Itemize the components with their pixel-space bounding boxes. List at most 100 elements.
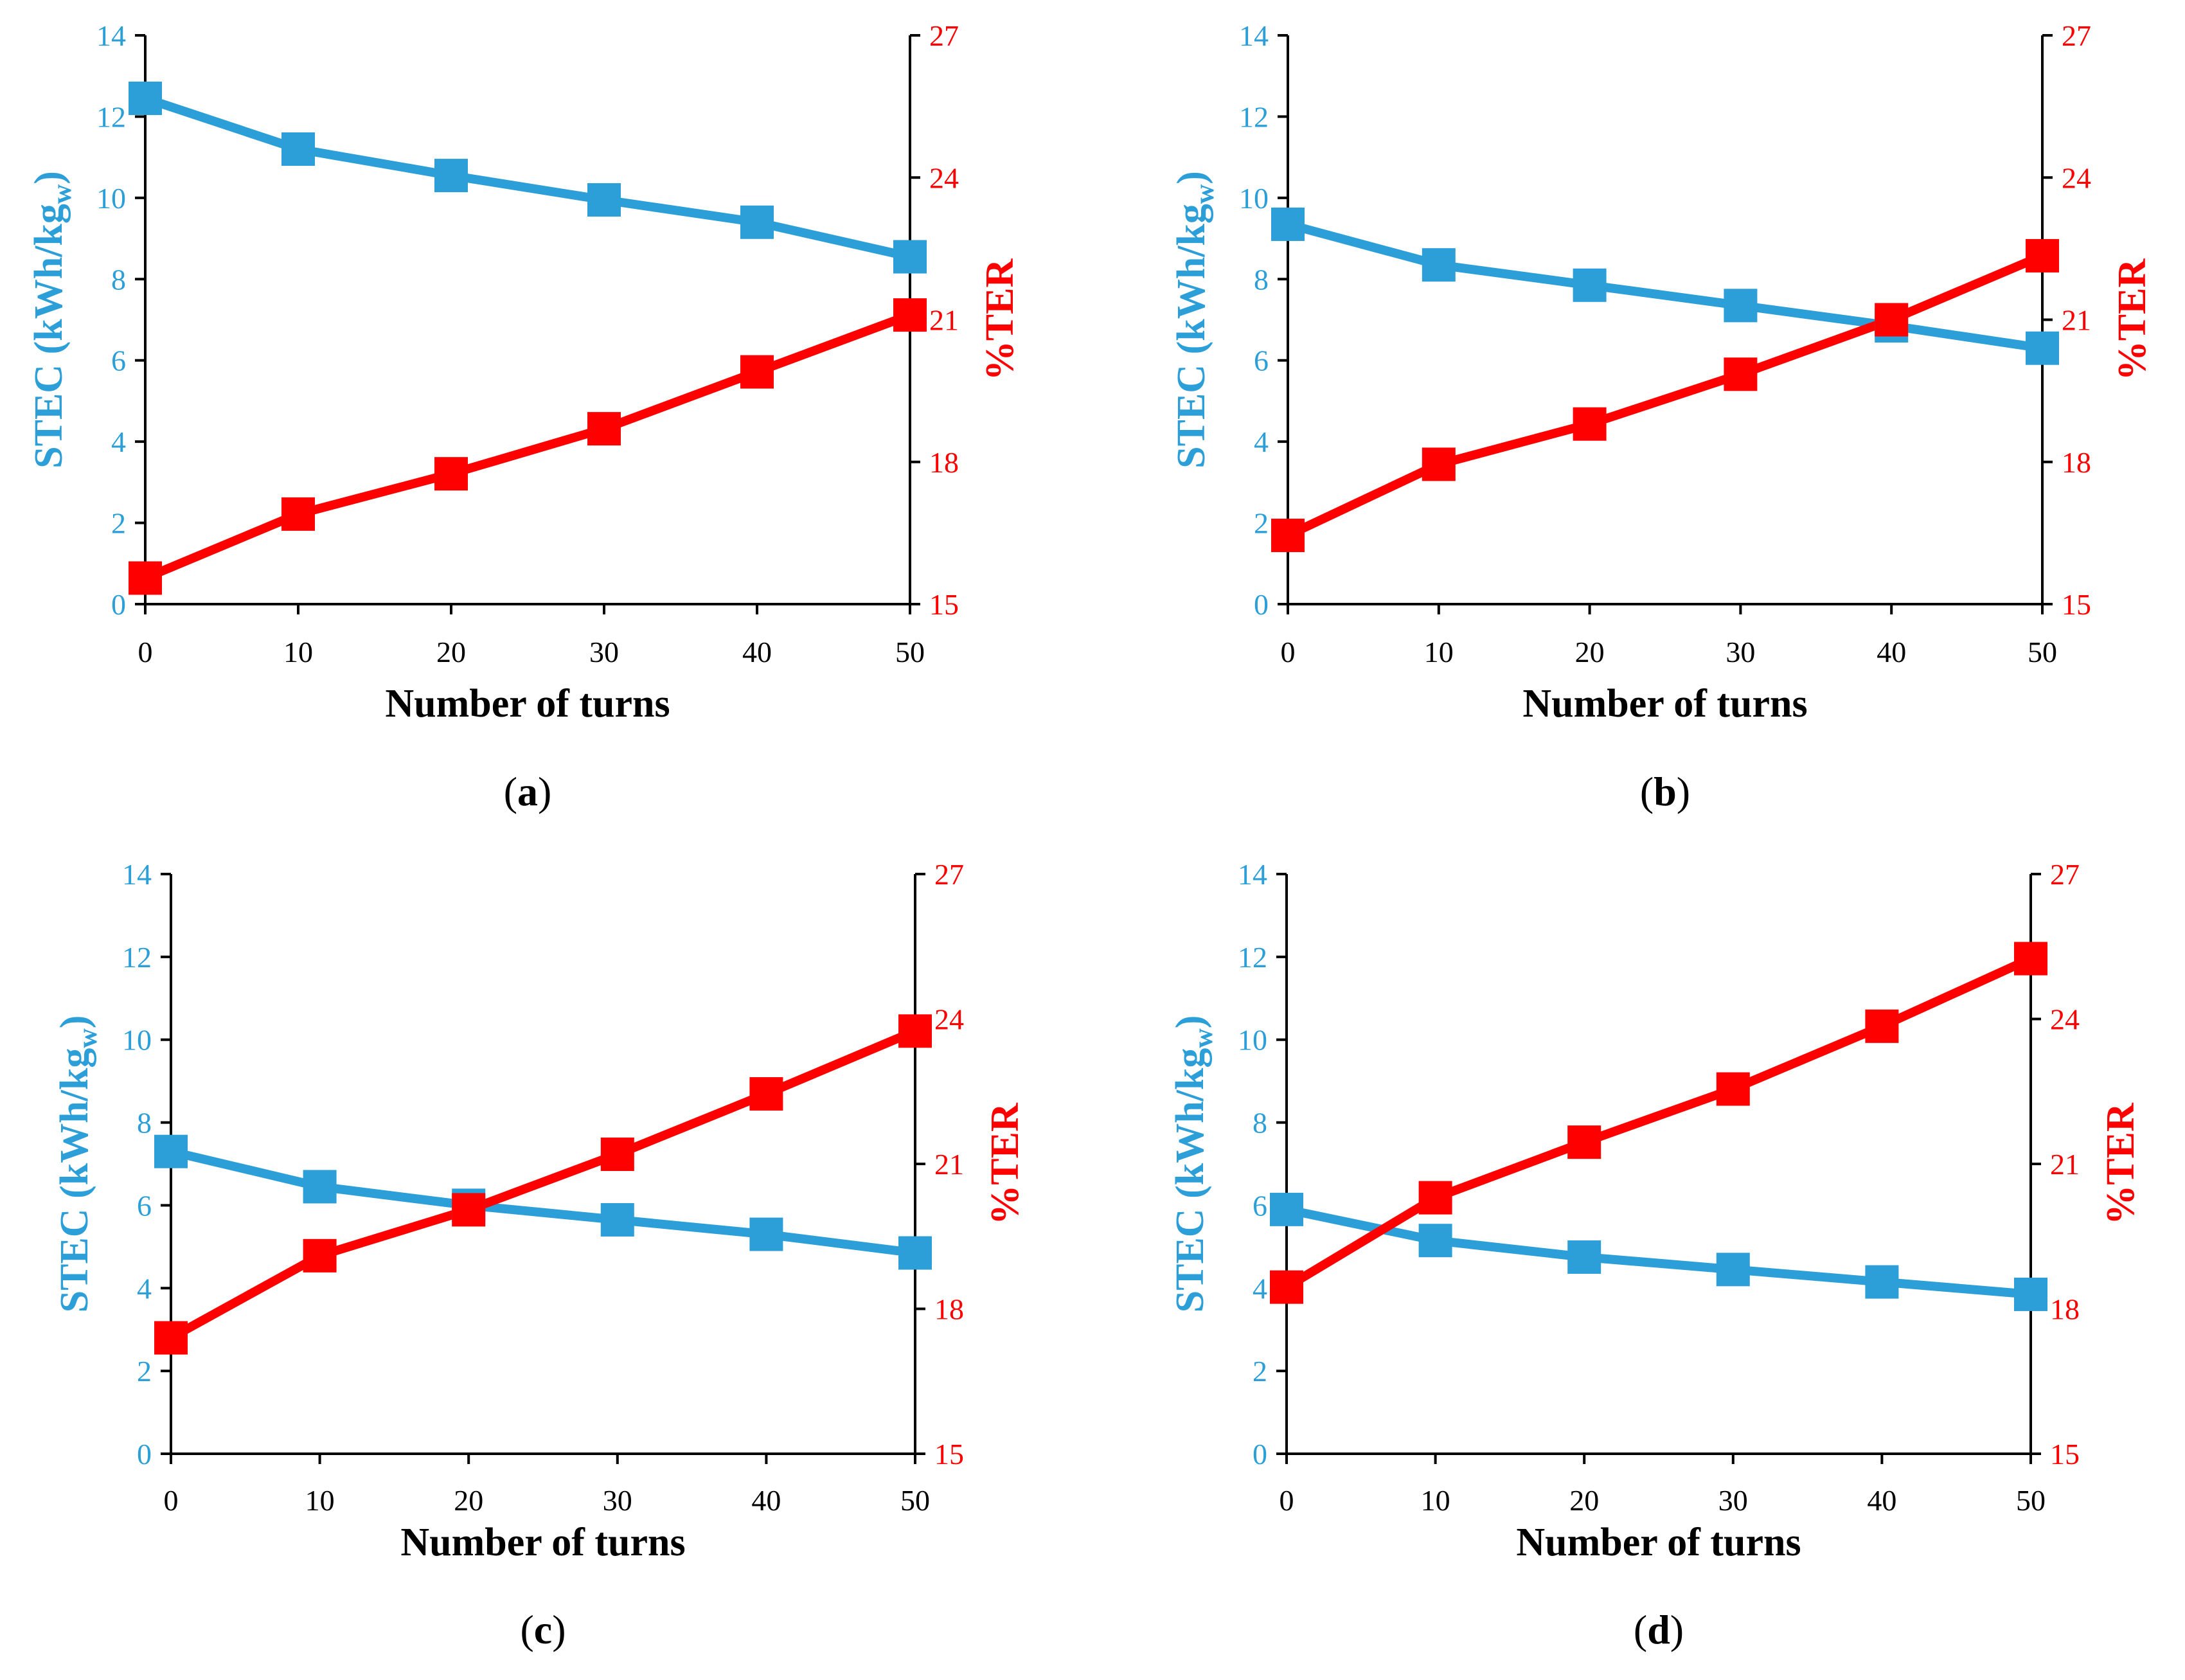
left-y-tick-label: 0 [1253, 1438, 1267, 1470]
right-y-tick-label: 27 [2062, 19, 2091, 52]
ter-series-point [1422, 447, 1456, 481]
left-y-tick-label: 2 [1253, 1355, 1267, 1388]
left-y-tick-label: 6 [137, 1189, 152, 1222]
stec-series-line [141, 93, 914, 262]
right-y-tick-label: 15 [2050, 1438, 2080, 1470]
x-tick-label: 10 [283, 636, 313, 668]
left-y-tick-label: 8 [1253, 1107, 1267, 1139]
right-y-tick-label: 27 [2050, 858, 2080, 891]
left-y-tick-label: 0 [137, 1438, 152, 1470]
right-y-tick-label: 18 [2062, 446, 2091, 479]
x-axis-title: Number of turns [400, 1521, 685, 1564]
left-y-axis-title: STEC (kWh/kgw) [1168, 1015, 1218, 1313]
right-y-axis-title: %TER [978, 258, 1022, 381]
ter-series-point [600, 1137, 634, 1171]
ter-series-point [1271, 519, 1305, 553]
ter-series-point [154, 1321, 188, 1355]
right-y-axis-title: %TER [2099, 1102, 2143, 1225]
x-axis-title: Number of turns [1522, 682, 1807, 726]
stec-series-line [1282, 1204, 2035, 1299]
ter-series-point [893, 298, 927, 332]
right-y-tick-label: 27 [934, 858, 964, 891]
x-tick-label: 0 [164, 1484, 179, 1517]
stec-series-point [129, 81, 162, 115]
ter-series-point [452, 1193, 486, 1227]
left-y-tick-label: 10 [96, 182, 126, 215]
left-y-tick-label: 2 [1254, 507, 1269, 540]
stec-series-point [434, 159, 468, 193]
stec-series-point [2026, 331, 2059, 365]
ter-series-point [1418, 1181, 1452, 1215]
stec-series-point [303, 1170, 337, 1204]
right-y-tick-label: 21 [2062, 304, 2091, 337]
right-y-tick-label: 24 [2050, 1003, 2080, 1036]
stec-series-point [1418, 1224, 1452, 1258]
ter-series-point [740, 355, 774, 389]
ter-series-point [1875, 303, 1909, 337]
ter-series-point [2026, 238, 2059, 273]
ter-series-point [898, 1014, 932, 1048]
stec-series-point [1724, 289, 1758, 323]
x-axis-title: Number of turns [1516, 1521, 1801, 1564]
stec-series-point [1271, 207, 1305, 241]
right-y-tick-label: 21 [2050, 1148, 2080, 1181]
x-tick-label: 30 [589, 636, 619, 668]
left-y-tick-label: 8 [1254, 263, 1269, 296]
x-tick-label: 0 [1280, 1484, 1294, 1517]
stec-series-line [1283, 219, 2047, 353]
ter-series-point [129, 561, 162, 595]
left-y-tick-label: 12 [122, 941, 152, 974]
ter-series-line [141, 310, 914, 583]
x-tick-label: 10 [1421, 1484, 1450, 1517]
left-y-tick-label: 12 [1239, 100, 1269, 133]
ter-series-point [587, 412, 621, 446]
right-y-tick-label: 24 [934, 1003, 964, 1036]
ter-series-point [281, 497, 315, 531]
stec-series-point [1270, 1192, 1303, 1226]
stec-series-point [600, 1202, 634, 1237]
left-y-tick-label: 4 [1253, 1272, 1267, 1305]
left-y-tick-label: 4 [137, 1272, 152, 1305]
stec-series-point [1865, 1265, 1899, 1299]
right-y-tick-label: 21 [929, 304, 959, 337]
x-tick-label: 30 [1726, 636, 1755, 668]
stec-series-point [1422, 248, 1456, 282]
left-y-tick-label: 10 [1239, 182, 1269, 215]
panel-label: (b) [1640, 769, 1690, 814]
x-tick-label: 20 [454, 1484, 483, 1517]
right-y-tick-label: 27 [929, 19, 959, 52]
left-y-tick-label: 8 [111, 263, 126, 296]
left-y-tick-label: 4 [111, 425, 126, 458]
left-y-axis-title: STEC (kWh/kgw) [27, 171, 77, 469]
right-y-tick-label: 18 [2050, 1293, 2080, 1326]
right-y-tick-label: 18 [929, 446, 959, 479]
right-y-axis-title: %TER [2110, 258, 2154, 381]
x-axis-title: Number of turns [385, 682, 670, 726]
left-y-tick-label: 8 [137, 1107, 152, 1139]
left-y-tick-label: 14 [1238, 858, 1267, 891]
ter-series-line [1282, 954, 2035, 1292]
right-y-tick-label: 15 [2062, 588, 2091, 621]
left-y-axis-title: STEC (kWh/kgw) [1170, 171, 1220, 469]
left-y-tick-label: 2 [111, 507, 126, 540]
x-tick-label: 0 [138, 636, 153, 668]
right-y-tick-label: 24 [2062, 161, 2091, 194]
x-tick-label: 30 [603, 1484, 632, 1517]
stec-series-point [154, 1134, 188, 1168]
left-y-tick-label: 14 [122, 858, 152, 891]
left-y-axis-title: STEC (kWh/kgw) [53, 1015, 103, 1313]
stec-series-point [1567, 1240, 1601, 1274]
stec-series-point [898, 1236, 932, 1270]
left-y-tick-label: 6 [1254, 344, 1269, 377]
stec-series-point [2014, 1277, 2047, 1311]
x-tick-label: 40 [751, 1484, 781, 1517]
panel-label: (a) [504, 769, 552, 814]
ter-series-point [1573, 407, 1607, 441]
ter-series-point [303, 1238, 337, 1273]
stec-series-line [166, 1147, 920, 1258]
stec-series-point [1716, 1253, 1750, 1287]
left-y-tick-label: 10 [122, 1024, 152, 1057]
